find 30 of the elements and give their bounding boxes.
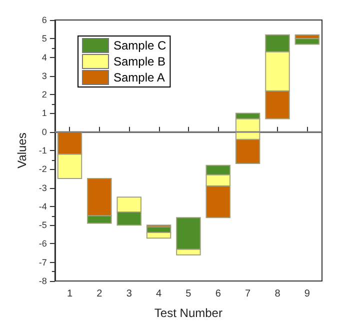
bar (294, 38, 320, 45)
y-tick-label: -1 (38, 146, 47, 156)
x-tick-label: 6 (215, 288, 222, 300)
y-tick-label: 5 (42, 34, 47, 44)
y-tick-label: -2 (38, 164, 47, 174)
x-tick-label: 5 (186, 288, 192, 300)
legend-label: Sample C (114, 38, 167, 52)
x-axis-title: Test Number (154, 306, 222, 320)
y-tick-label: -6 (38, 238, 47, 249)
y-tick-label: 1 (42, 108, 47, 118)
legend-label: Sample A (114, 70, 165, 84)
y-tick-label: -5 (38, 220, 47, 230)
x-tick-label: 9 (304, 288, 310, 300)
y-tick-label: 6 (42, 15, 47, 25)
y-tick-label: -7 (38, 257, 47, 268)
x-tick-label: 1 (66, 288, 73, 300)
y-tick-label: -4 (38, 201, 47, 212)
y-tick-label: 0 (42, 126, 47, 137)
y-axis-title: Values (15, 132, 29, 168)
y-tick-label: 2 (42, 90, 47, 100)
y-tick-label: -3 (38, 182, 47, 193)
x-tick-label: 8 (274, 288, 281, 300)
x-tick-label: 2 (96, 288, 103, 300)
x-tick-label: 4 (156, 288, 162, 300)
x-tick-label: 3 (126, 288, 132, 300)
y-tick-label: -8 (38, 276, 47, 286)
y-tick-label: 3 (42, 70, 47, 81)
y-tick-label: 4 (42, 52, 47, 62)
x-tick-label: 7 (245, 288, 252, 300)
legend-label: Sample B (114, 54, 166, 68)
